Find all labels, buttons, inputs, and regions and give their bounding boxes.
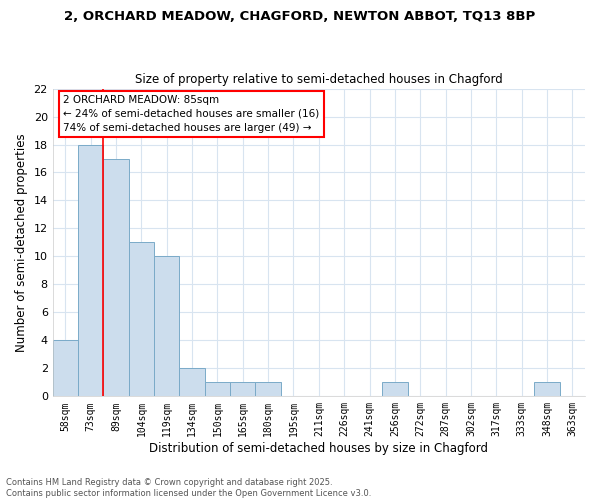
Bar <box>535 382 560 396</box>
Bar <box>103 158 129 396</box>
Title: Size of property relative to semi-detached houses in Chagford: Size of property relative to semi-detach… <box>135 73 503 86</box>
Bar <box>78 144 103 396</box>
Bar <box>205 382 230 396</box>
Text: Contains HM Land Registry data © Crown copyright and database right 2025.
Contai: Contains HM Land Registry data © Crown c… <box>6 478 371 498</box>
Bar <box>382 382 407 396</box>
Text: 2, ORCHARD MEADOW, CHAGFORD, NEWTON ABBOT, TQ13 8BP: 2, ORCHARD MEADOW, CHAGFORD, NEWTON ABBO… <box>64 10 536 23</box>
Text: 2 ORCHARD MEADOW: 85sqm
← 24% of semi-detached houses are smaller (16)
74% of se: 2 ORCHARD MEADOW: 85sqm ← 24% of semi-de… <box>64 94 320 132</box>
Bar <box>154 256 179 396</box>
Y-axis label: Number of semi-detached properties: Number of semi-detached properties <box>15 133 28 352</box>
Bar <box>53 340 78 396</box>
Bar <box>256 382 281 396</box>
X-axis label: Distribution of semi-detached houses by size in Chagford: Distribution of semi-detached houses by … <box>149 442 488 455</box>
Bar <box>179 368 205 396</box>
Bar <box>230 382 256 396</box>
Bar <box>129 242 154 396</box>
